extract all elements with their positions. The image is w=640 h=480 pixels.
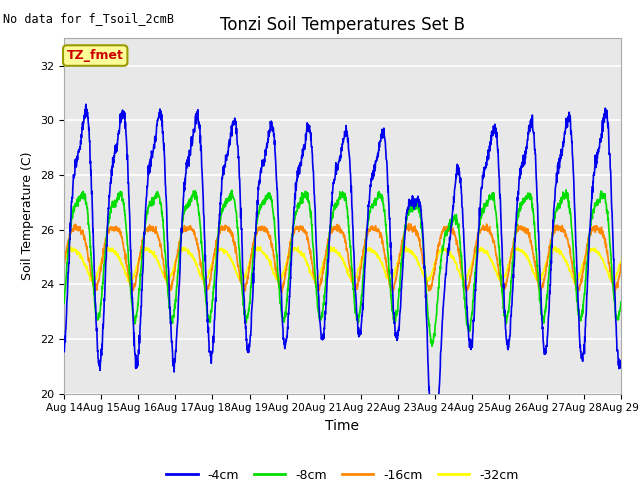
- Y-axis label: Soil Temperature (C): Soil Temperature (C): [22, 152, 35, 280]
- Text: No data for f_Tsoil_2cmB: No data for f_Tsoil_2cmB: [3, 12, 174, 25]
- Text: TZ_fmet: TZ_fmet: [67, 49, 124, 62]
- Title: Tonzi Soil Temperatures Set B: Tonzi Soil Temperatures Set B: [220, 16, 465, 34]
- Legend: -4cm, -8cm, -16cm, -32cm: -4cm, -8cm, -16cm, -32cm: [161, 464, 524, 480]
- X-axis label: Time: Time: [325, 419, 360, 433]
